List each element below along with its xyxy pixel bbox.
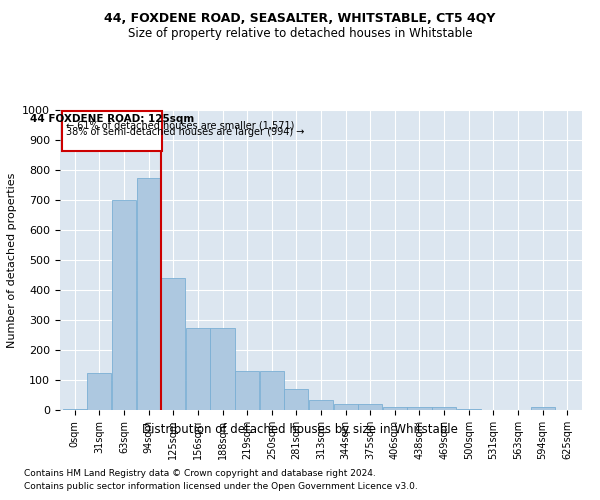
Bar [530,407,554,410]
Text: Distribution of detached houses by size in Whitstable: Distribution of detached houses by size … [142,422,458,436]
Bar [432,407,456,410]
Bar [457,408,481,410]
Text: Contains HM Land Registry data © Crown copyright and database right 2024.: Contains HM Land Registry data © Crown c… [24,468,376,477]
Bar [88,372,112,410]
Bar [63,408,87,410]
FancyBboxPatch shape [62,110,162,150]
Bar [334,404,358,410]
Text: Contains public sector information licensed under the Open Government Licence v3: Contains public sector information licen… [24,482,418,491]
Text: Size of property relative to detached houses in Whitstable: Size of property relative to detached ho… [128,28,472,40]
Bar [383,407,407,410]
Bar [260,371,284,410]
Bar [358,404,382,410]
Bar [235,371,259,410]
Bar [112,200,136,410]
Text: 44, FOXDENE ROAD, SEASALTER, WHITSTABLE, CT5 4QY: 44, FOXDENE ROAD, SEASALTER, WHITSTABLE,… [104,12,496,26]
Y-axis label: Number of detached properties: Number of detached properties [7,172,17,348]
Bar [211,328,235,410]
Text: ← 61% of detached houses are smaller (1,571): ← 61% of detached houses are smaller (1,… [65,120,294,130]
Text: 44 FOXDENE ROAD: 125sqm: 44 FOXDENE ROAD: 125sqm [30,114,194,124]
Bar [137,178,161,410]
Bar [309,400,333,410]
Bar [407,407,431,410]
Bar [161,278,185,410]
Bar [186,328,210,410]
Bar [284,389,308,410]
Text: 38% of semi-detached houses are larger (994) →: 38% of semi-detached houses are larger (… [65,128,304,138]
